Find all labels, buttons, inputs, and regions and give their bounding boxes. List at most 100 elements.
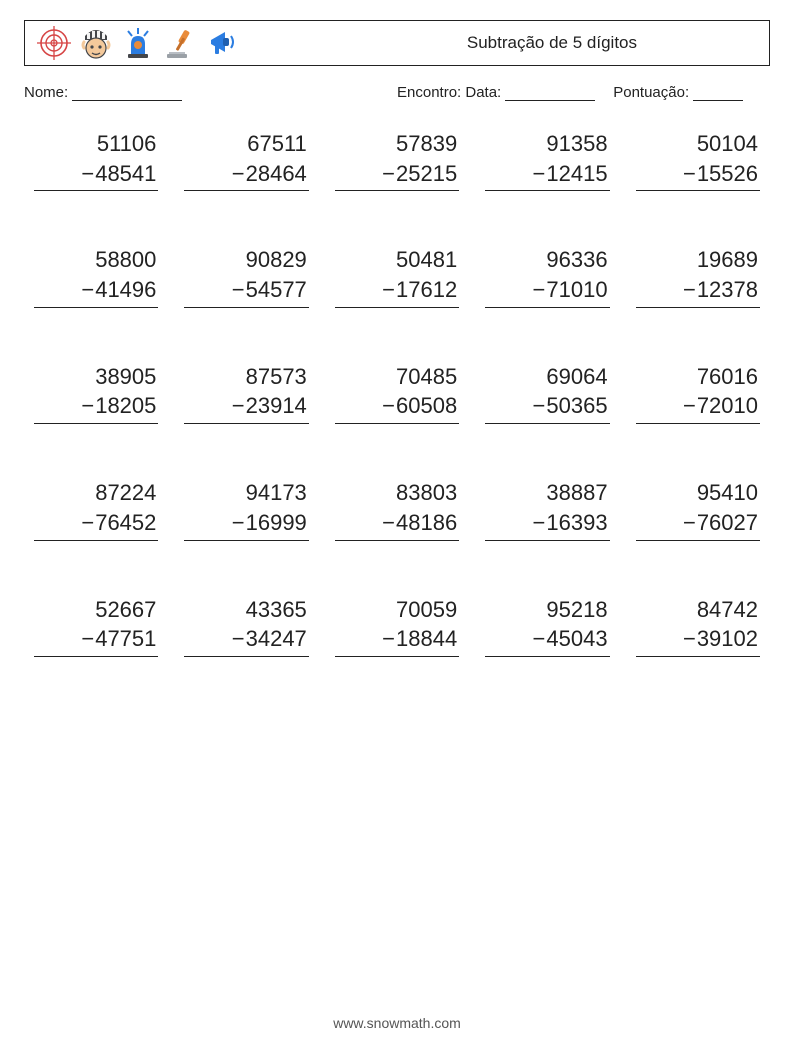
subtrahend: −17612 xyxy=(335,275,459,308)
subtraction-problem: 58800−41496 xyxy=(34,245,158,307)
header-icons xyxy=(37,26,239,60)
minus-operator: − xyxy=(232,626,246,651)
minuend: 70059 xyxy=(335,595,459,625)
subtrahend-value: 76452 xyxy=(95,510,156,535)
subtrahend: −18205 xyxy=(34,391,158,424)
subtrahend-value: 76027 xyxy=(697,510,758,535)
subtrahend-value: 47751 xyxy=(95,626,156,651)
subtrahend: −48541 xyxy=(34,159,158,192)
score-label: Pontuação: xyxy=(613,84,689,101)
subtrahend: −12415 xyxy=(485,159,609,192)
minus-operator: − xyxy=(382,277,396,302)
subtraction-problem: 50481−17612 xyxy=(335,245,459,307)
score-blank xyxy=(693,85,743,101)
subtraction-problem: 70485−60508 xyxy=(335,362,459,424)
subtrahend-value: 50365 xyxy=(546,393,607,418)
minuend: 95218 xyxy=(485,595,609,625)
minus-operator: − xyxy=(382,510,396,535)
minuend: 52667 xyxy=(34,595,158,625)
subtrahend-value: 12378 xyxy=(697,277,758,302)
minuend: 43365 xyxy=(184,595,308,625)
minus-operator: − xyxy=(683,393,697,418)
subtrahend-value: 16393 xyxy=(546,510,607,535)
subtrahend-value: 17612 xyxy=(396,277,457,302)
footer-link: www.snowmath.com xyxy=(0,1015,794,1031)
minuend: 19689 xyxy=(636,245,760,275)
minus-operator: − xyxy=(232,277,246,302)
subtrahend-value: 48186 xyxy=(396,510,457,535)
subtraction-problem: 38905−18205 xyxy=(34,362,158,424)
minuend: 50481 xyxy=(335,245,459,275)
subtraction-problem: 43365−34247 xyxy=(184,595,308,657)
minuend: 91358 xyxy=(485,129,609,159)
subtrahend: −25215 xyxy=(335,159,459,192)
subtraction-problem: 52667−47751 xyxy=(34,595,158,657)
minuend: 76016 xyxy=(636,362,760,392)
minuend: 84742 xyxy=(636,595,760,625)
subtrahend-value: 34247 xyxy=(246,626,307,651)
minus-operator: − xyxy=(81,161,95,186)
subtrahend-value: 72010 xyxy=(697,393,758,418)
subtrahend: −54577 xyxy=(184,275,308,308)
subtrahend: −45043 xyxy=(485,624,609,657)
minus-operator: − xyxy=(81,393,95,418)
minus-operator: − xyxy=(533,626,547,651)
subtrahend: −72010 xyxy=(636,391,760,424)
name-label: Nome: xyxy=(24,84,68,101)
subtraction-problem: 57839−25215 xyxy=(335,129,459,191)
subtraction-problem: 96336−71010 xyxy=(485,245,609,307)
subtrahend: −76452 xyxy=(34,508,158,541)
minus-operator: − xyxy=(683,626,697,651)
minus-operator: − xyxy=(382,161,396,186)
minuend: 69064 xyxy=(485,362,609,392)
minuend: 87224 xyxy=(34,478,158,508)
minuend: 70485 xyxy=(335,362,459,392)
subtraction-problem: 90829−54577 xyxy=(184,245,308,307)
subtrahend-value: 18844 xyxy=(396,626,457,651)
minus-operator: − xyxy=(683,277,697,302)
minus-operator: − xyxy=(382,393,396,418)
subtrahend: −28464 xyxy=(184,159,308,192)
subtrahend-value: 71010 xyxy=(546,277,607,302)
subtrahend-value: 39102 xyxy=(697,626,758,651)
subtraction-problem: 50104−15526 xyxy=(636,129,760,191)
subtrahend-value: 23914 xyxy=(246,393,307,418)
minuend: 67511 xyxy=(184,129,308,159)
minus-operator: − xyxy=(533,393,547,418)
minus-operator: − xyxy=(81,626,95,651)
minus-operator: − xyxy=(232,393,246,418)
subtraction-problem: 67511−28464 xyxy=(184,129,308,191)
subtrahend: −60508 xyxy=(335,391,459,424)
subtrahend: −16999 xyxy=(184,508,308,541)
bullhorn-icon xyxy=(205,26,239,60)
subtraction-problem: 70059−18844 xyxy=(335,595,459,657)
minus-operator: − xyxy=(533,510,547,535)
subtraction-problem: 95218−45043 xyxy=(485,595,609,657)
meta-row: Nome: Encontro: Data: Pontuação: xyxy=(24,84,770,101)
target-icon xyxy=(37,26,71,60)
problems-grid: 51106−4854167511−2846457839−2521591358−1… xyxy=(24,129,770,657)
minuend: 96336 xyxy=(485,245,609,275)
subtrahend-value: 25215 xyxy=(396,161,457,186)
subtraction-problem: 91358−12415 xyxy=(485,129,609,191)
minuend: 95410 xyxy=(636,478,760,508)
subtrahend-value: 48541 xyxy=(95,161,156,186)
prisoner-icon xyxy=(79,26,113,60)
minuend: 90829 xyxy=(184,245,308,275)
subtrahend: −15526 xyxy=(636,159,760,192)
subtrahend-value: 60508 xyxy=(396,393,457,418)
subtraction-problem: 87224−76452 xyxy=(34,478,158,540)
worksheet-title: Subtração de 5 dígitos xyxy=(467,33,757,53)
subtraction-problem: 69064−50365 xyxy=(485,362,609,424)
subtrahend-value: 41496 xyxy=(95,277,156,302)
subtraction-problem: 95410−76027 xyxy=(636,478,760,540)
minus-operator: − xyxy=(683,161,697,186)
minus-operator: − xyxy=(232,510,246,535)
subtrahend: −34247 xyxy=(184,624,308,657)
subtrahend-value: 28464 xyxy=(246,161,307,186)
subtrahend-value: 15526 xyxy=(697,161,758,186)
subtrahend: −16393 xyxy=(485,508,609,541)
minus-operator: − xyxy=(533,161,547,186)
subtrahend: −50365 xyxy=(485,391,609,424)
subtrahend-value: 18205 xyxy=(95,393,156,418)
